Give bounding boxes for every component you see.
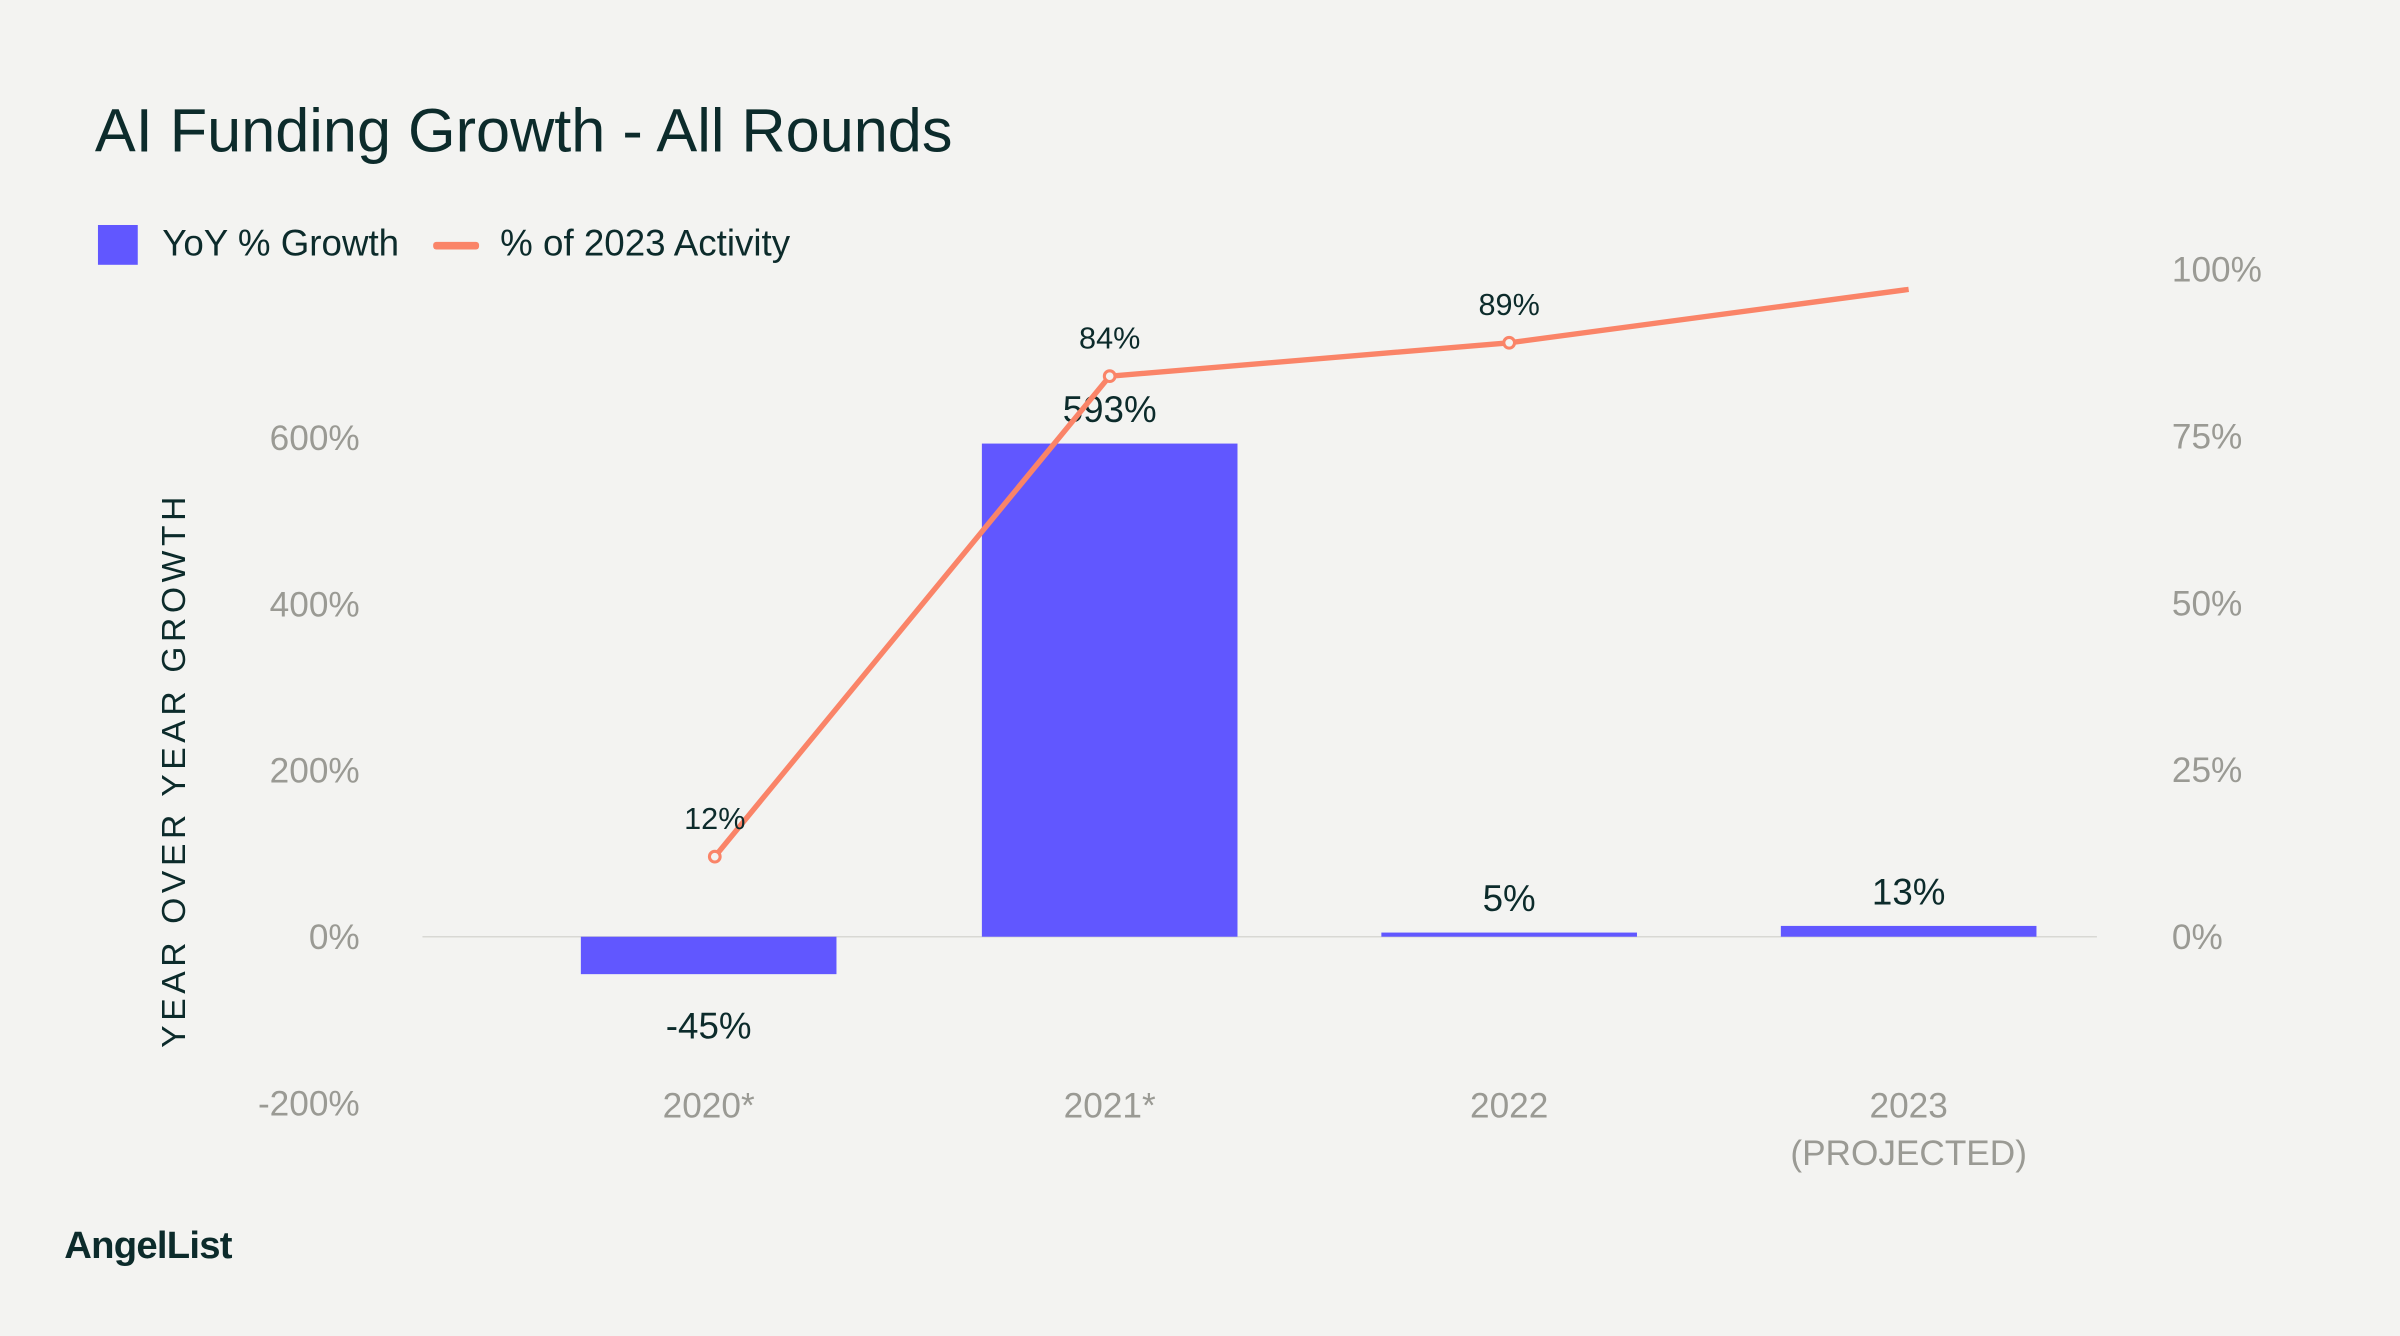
y-tick-label: 0% — [309, 918, 360, 957]
line-data-label: 89% — [1479, 288, 1540, 322]
bar-data-label: 5% — [1483, 878, 1536, 919]
line-point — [707, 849, 722, 864]
line-point — [1502, 335, 1517, 350]
chart-title: AI Funding Growth - All Rounds — [94, 97, 953, 166]
bar — [1381, 932, 1637, 937]
legend-label-bar: YoY % Growth — [162, 223, 400, 265]
y2-tick-label: 100% — [2172, 251, 2262, 290]
y2-tick-label: 75% — [2172, 417, 2242, 456]
x-tick-label: 2021* — [1064, 1086, 1156, 1125]
legend: YoY % Growth % of 2023 Activity — [97, 223, 791, 266]
bar — [1780, 925, 2037, 937]
bar-data-label: 593% — [1063, 389, 1157, 430]
bar — [981, 443, 1238, 937]
y-tick-label: 600% — [270, 419, 360, 458]
x-tick-label: 2023 — [1870, 1086, 1948, 1125]
y2-tick-label: 25% — [2172, 751, 2242, 790]
bar-data-label: -45% — [666, 1005, 752, 1046]
bar — [580, 936, 837, 975]
brand-logo: AngelList — [64, 1224, 232, 1268]
line-point — [1102, 369, 1117, 384]
y-tick-label: 400% — [270, 585, 360, 624]
x-tick-label: 2022 — [1470, 1086, 1548, 1125]
line-series — [712, 286, 1910, 859]
line-data-label: 84% — [1079, 322, 1140, 356]
y2-tick-label: 0% — [2172, 918, 2223, 957]
x-tick-label: 2020* — [663, 1086, 755, 1125]
legend-swatch-line — [432, 241, 479, 249]
x-tick-label: (PROJECTED) — [1790, 1134, 2027, 1173]
y-axis-label: YEAR OVER YEAR GROWTH — [156, 492, 193, 1048]
bar-data-label: 13% — [1872, 871, 1946, 912]
y-tick-label: -200% — [258, 1084, 360, 1123]
legend-label-line: % of 2023 Activity — [500, 223, 791, 265]
y2-tick-label: 50% — [2172, 584, 2242, 623]
line-data-label: 12% — [684, 802, 745, 836]
legend-swatch-bar — [97, 224, 138, 265]
y-tick-label: 200% — [270, 752, 360, 791]
